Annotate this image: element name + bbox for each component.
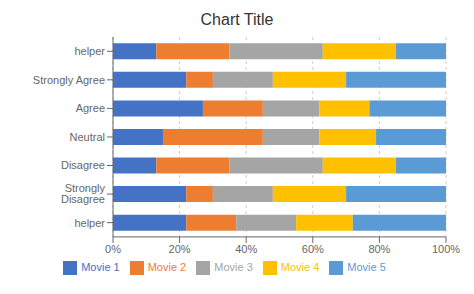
svg-text:Neutral: Neutral [70, 131, 105, 143]
svg-text:Strongly Agree: Strongly Agree [33, 74, 105, 86]
svg-text:40%: 40% [235, 243, 257, 255]
svg-text:Disagree: Disagree [61, 159, 105, 171]
svg-text:StronglyDisagree: StronglyDisagree [61, 182, 106, 205]
html-text:Chart Title: Chart Title [200, 11, 274, 28]
html-text:Movie 3: Movie 3 [214, 260, 253, 273]
html-text:Movie 1: Movie 1 [81, 260, 120, 273]
svg-text:60%: 60% [302, 243, 324, 255]
svg-text:20%: 20% [169, 243, 191, 255]
svg-text:helper: helper [74, 217, 105, 229]
html-text:Movie 5: Movie 5 [347, 260, 386, 273]
html-text:Movie 2: Movie 2 [147, 260, 187, 273]
svg-text:Agree: Agree [76, 102, 105, 114]
html-text:Movie 4: Movie 4 [280, 260, 320, 273]
svg-text:80%: 80% [368, 243, 390, 255]
svg-text:100%: 100% [432, 243, 460, 255]
svg-text:helper: helper [74, 45, 105, 57]
svg-text:0%: 0% [105, 243, 121, 255]
